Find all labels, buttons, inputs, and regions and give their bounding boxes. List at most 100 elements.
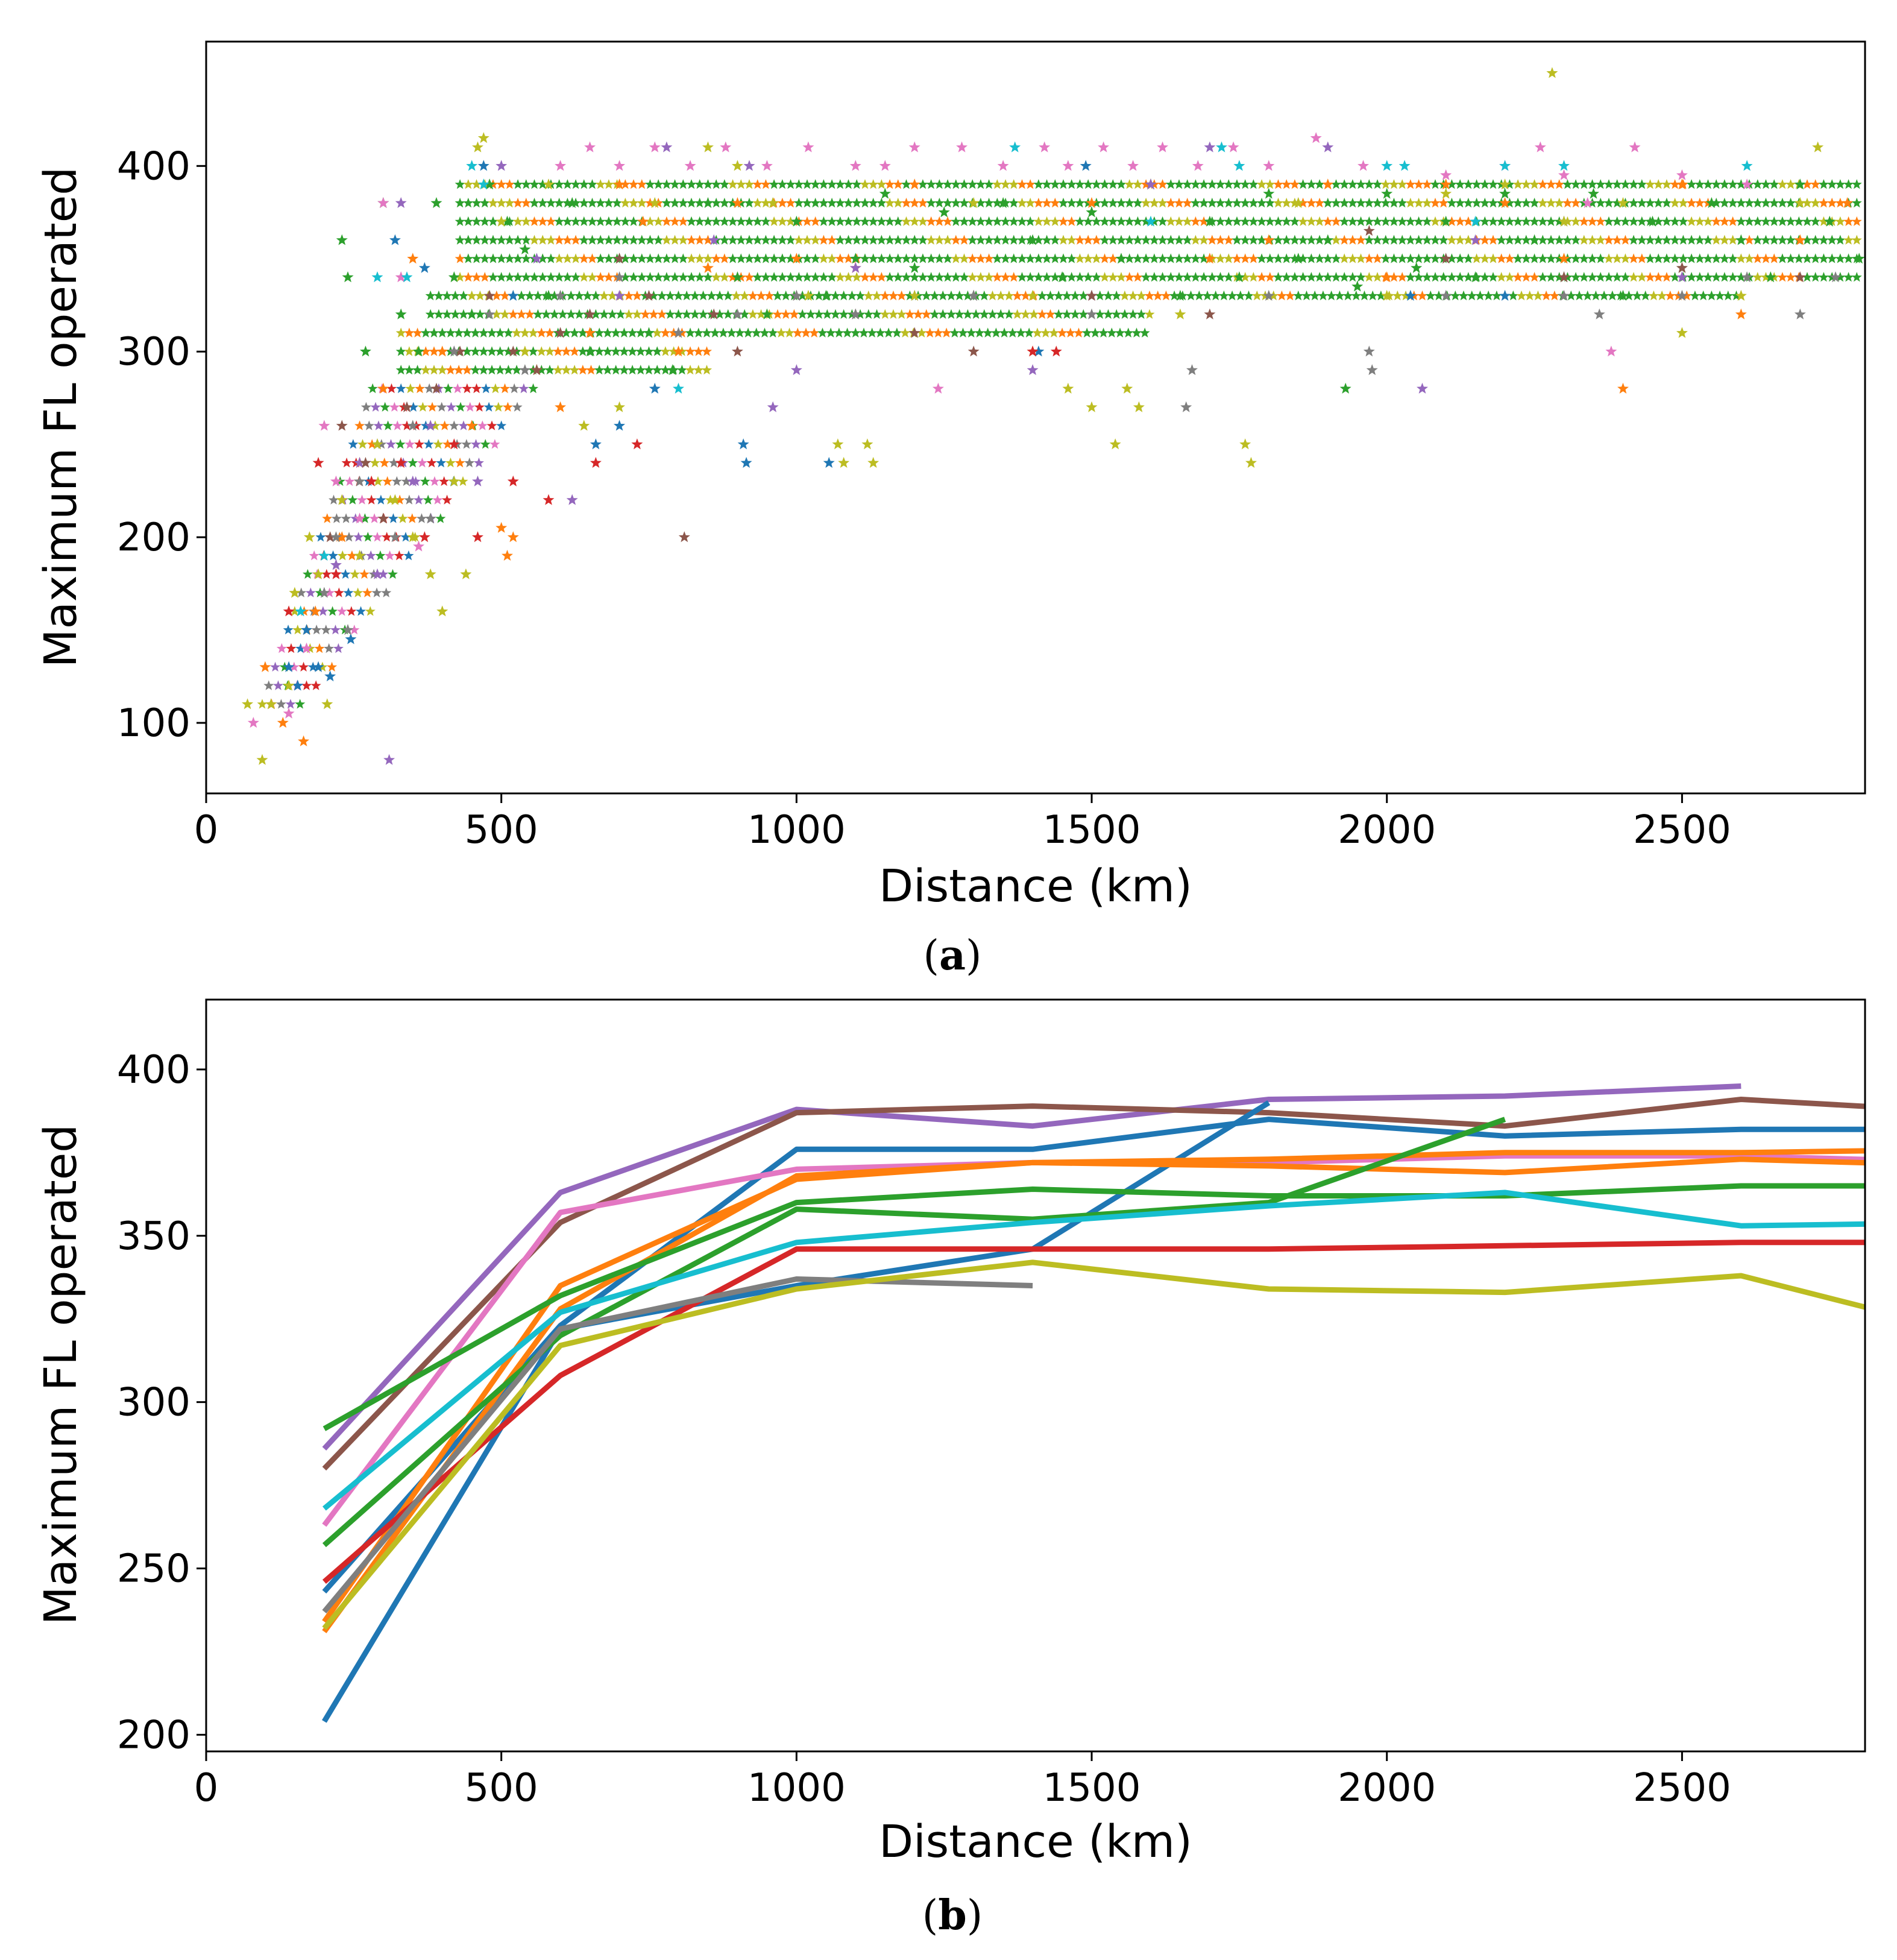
scatter-point — [637, 215, 649, 227]
scatter-point — [483, 308, 495, 320]
scatter-point — [830, 290, 841, 301]
scatter-point — [1009, 141, 1021, 153]
scatter-point — [309, 550, 319, 561]
scatter-point — [686, 272, 697, 282]
scatter-point — [1256, 272, 1267, 282]
scatter-point — [1777, 253, 1788, 263]
scatter-point — [439, 476, 450, 486]
scatter-point — [958, 216, 970, 226]
scatter-point — [496, 197, 507, 208]
scatter-point — [673, 382, 684, 394]
scatter-point — [445, 457, 456, 468]
scatter-point — [992, 272, 1002, 282]
scatter-point — [1570, 216, 1581, 226]
scatter-point — [1702, 216, 1713, 226]
scatter-point — [851, 179, 862, 189]
scatter-point — [377, 382, 389, 394]
scatter-point — [423, 439, 434, 449]
scatter-point — [1133, 401, 1145, 412]
scatter-point — [1062, 160, 1074, 171]
scatter-point — [1298, 216, 1309, 226]
scatter-point — [1793, 216, 1804, 226]
scatter-point — [790, 253, 802, 264]
scatter-point — [1364, 253, 1374, 263]
scatter-point — [1025, 253, 1036, 263]
scatter-point — [1628, 197, 1639, 208]
scatter-point — [1190, 235, 1201, 245]
scatter-point — [553, 346, 564, 356]
scatter-point — [893, 197, 904, 208]
scatter-point — [395, 271, 407, 283]
scatter-point — [529, 235, 540, 245]
scatter-point — [1694, 216, 1705, 226]
scatter-point — [1339, 382, 1351, 394]
scatter-point — [1207, 272, 1218, 282]
scatter-point — [1190, 179, 1201, 189]
scatter-point — [1835, 179, 1846, 189]
scatter-point — [359, 569, 370, 579]
scatter-point — [496, 235, 507, 245]
scatter-point — [1579, 272, 1590, 282]
scatter-point — [1033, 345, 1045, 357]
scatter-point — [1244, 290, 1254, 301]
scatter-point — [1388, 253, 1399, 263]
scatter-point — [590, 290, 601, 301]
scatter-point — [926, 216, 937, 226]
scatter-point — [1421, 272, 1432, 282]
scatter-point — [455, 253, 465, 263]
scatter-point — [752, 197, 763, 208]
scatter-point — [1339, 216, 1350, 226]
scatter-point — [379, 457, 390, 468]
scatter-point — [876, 216, 887, 226]
line-series-red — [322, 1240, 1865, 1584]
scatter-point — [992, 253, 1002, 263]
scatter-point — [711, 216, 722, 226]
scatter-point — [1719, 235, 1730, 245]
scatter-point — [1306, 197, 1317, 208]
scatter-point — [1645, 235, 1656, 245]
scatter-point — [477, 160, 489, 171]
scatter-point — [565, 309, 576, 319]
scatter-point — [1670, 197, 1681, 208]
scatter-point — [958, 253, 970, 263]
scatter-point — [1702, 253, 1713, 263]
scatter-point — [536, 346, 547, 356]
scatter-point — [1488, 216, 1499, 226]
scatter-point — [1694, 197, 1705, 208]
scatter-point — [537, 235, 548, 245]
scatter-point — [1818, 272, 1829, 282]
scatter-point — [678, 253, 688, 263]
scatter-point — [1330, 253, 1342, 263]
scatter-point — [1074, 253, 1085, 263]
scatter-point — [737, 438, 749, 450]
scatter-point — [1053, 290, 1064, 301]
scatter-point — [917, 272, 928, 282]
scatter-point — [594, 327, 605, 338]
scatter-point — [1149, 253, 1160, 263]
scatter-point — [1223, 216, 1234, 226]
scatter-point — [1363, 345, 1375, 357]
scatter-point — [1826, 253, 1837, 263]
scatter-point — [362, 587, 373, 597]
scatter-point — [1595, 197, 1606, 208]
scatter-point — [1339, 272, 1350, 282]
scatter-point — [1086, 197, 1098, 208]
scatter-point — [1124, 197, 1135, 208]
scatter-point — [1645, 253, 1656, 263]
scatter-point — [474, 290, 485, 301]
scatter-point — [793, 235, 804, 245]
scatter-point — [942, 253, 953, 263]
scatter-point — [1735, 272, 1746, 282]
scatter-point — [1794, 308, 1806, 320]
scatter-point — [242, 698, 254, 710]
scatter-point — [1347, 272, 1358, 282]
scatter-point — [1488, 179, 1499, 189]
scatter-point — [1293, 290, 1304, 301]
scatter-point — [1204, 308, 1216, 320]
scatter-point — [256, 754, 268, 765]
scatter-point — [389, 494, 401, 505]
scatter-point — [863, 309, 874, 319]
scatter-point — [448, 438, 460, 450]
scatter-point — [1049, 253, 1060, 263]
